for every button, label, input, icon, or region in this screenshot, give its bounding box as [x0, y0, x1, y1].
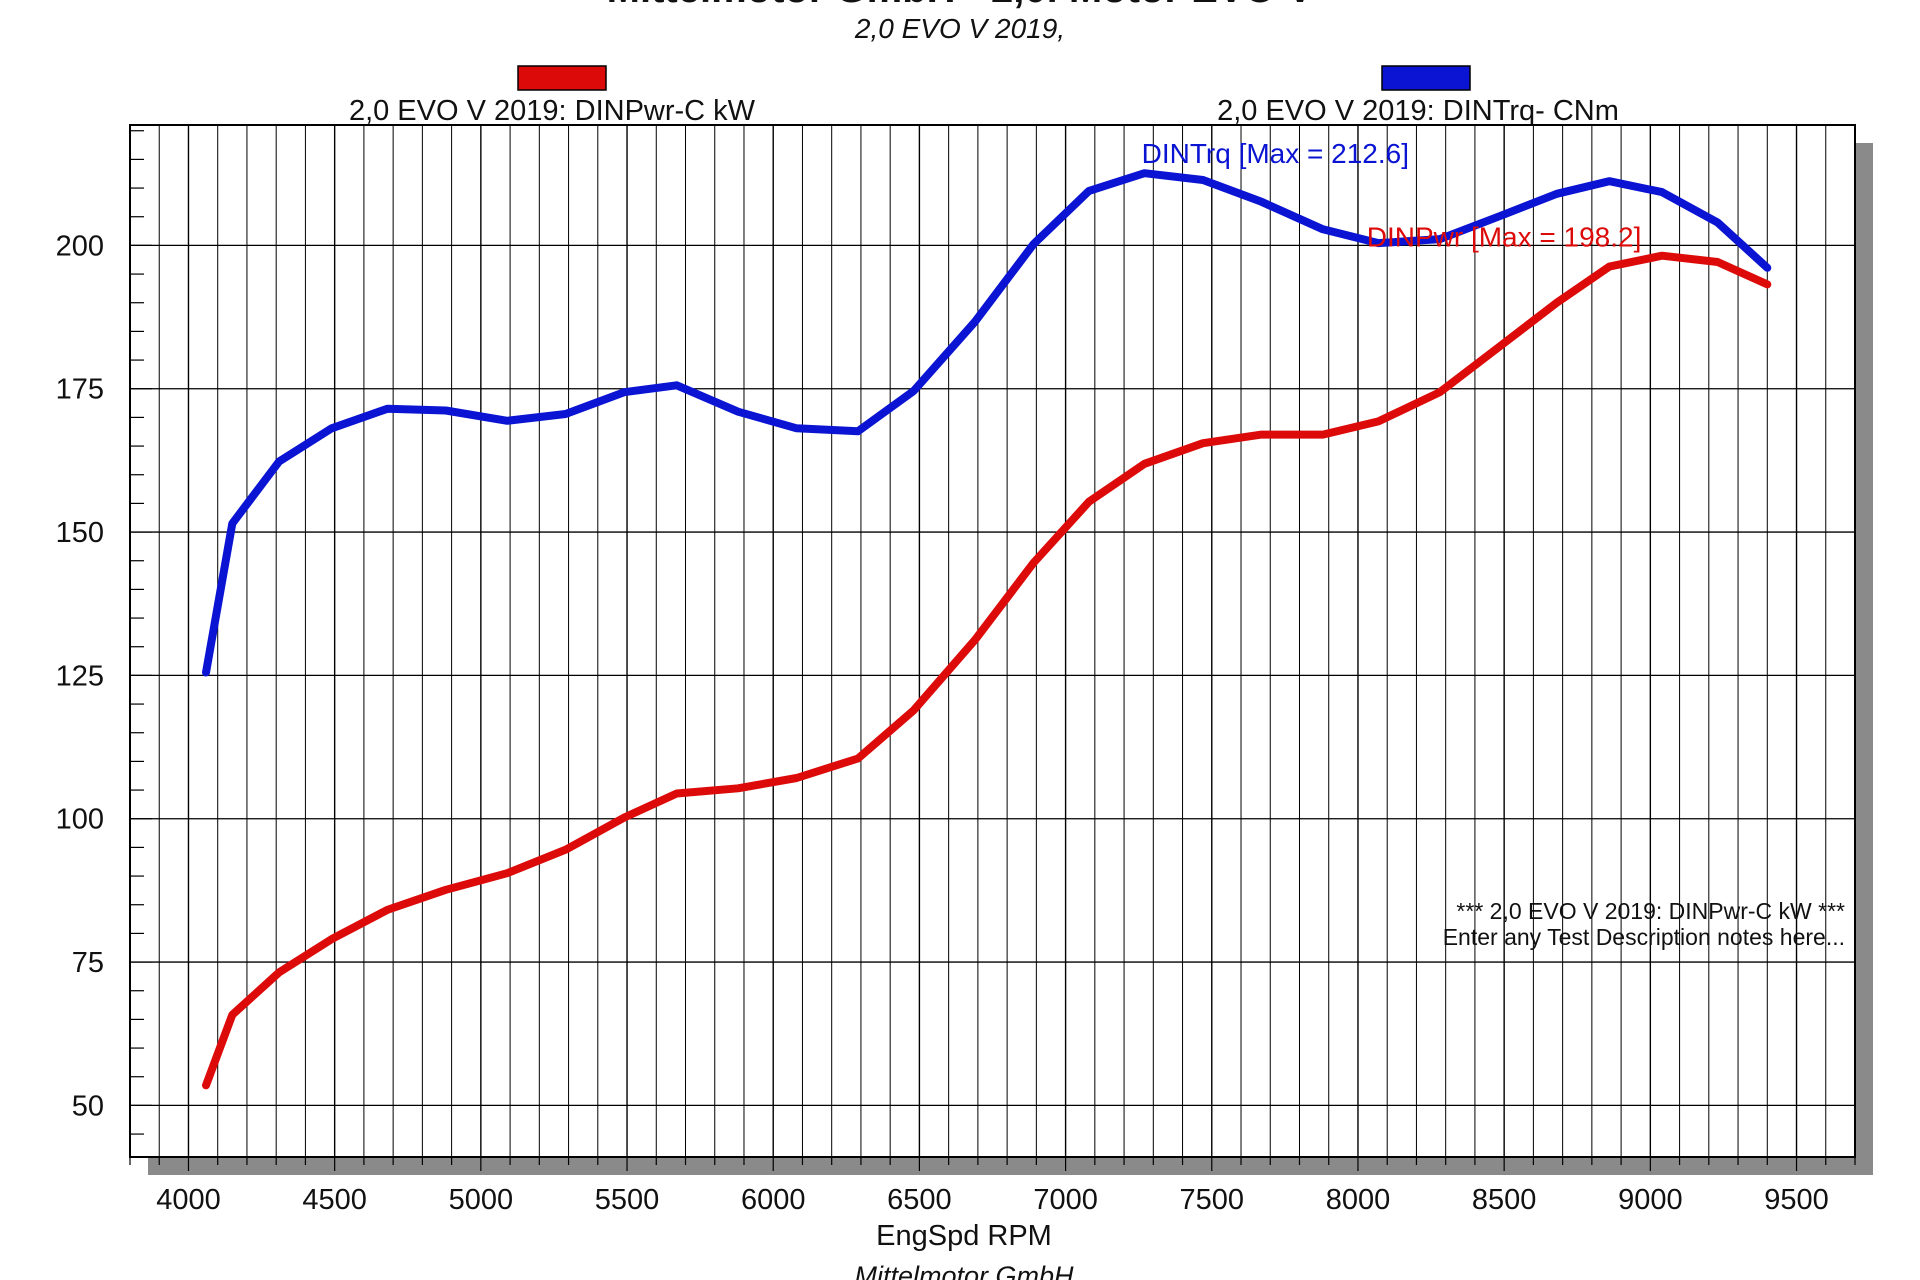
grid [129, 125, 1855, 1157]
x-tick-label: 9000 [1618, 1184, 1683, 1216]
x-tick-label: 5500 [595, 1184, 660, 1216]
x-tick-label: 8000 [1326, 1184, 1391, 1216]
legend: 2,0 EVO V 2019: DINPwr-C kW 2,0 EVO V 20… [349, 65, 1619, 127]
x-tick-label: 4000 [156, 1184, 221, 1216]
max-annotation-torque: DINTrq [Max = 212.6] [1142, 138, 1409, 169]
y-tick-label: 50 [72, 1090, 104, 1122]
y-axis: 50 75 100 125 150 175 200 [56, 130, 152, 1135]
y-tick-label: 75 [72, 947, 104, 979]
series-layer: DINPwr [Max = 198.2] DINTrq [Max = 212.6] [202, 138, 1772, 1090]
series-line-torque [202, 169, 1772, 677]
max-annotation-power: DINPwr [Max = 198.2] [1367, 222, 1642, 253]
x-tick-label: 6500 [887, 1184, 952, 1216]
x-tick-label: 5000 [449, 1184, 514, 1216]
x-tick-label: 9500 [1764, 1184, 1829, 1216]
test-note-line-2: Enter any Test Description notes here... [1443, 924, 1845, 950]
legend-swatch-torque [1381, 65, 1471, 91]
y-tick-label: 150 [56, 517, 104, 549]
x-axis: 4000 4500 5000 5500 6000 6500 7000 7500 8000 8500… [129, 1157, 1856, 1216]
x-tick-label: 6000 [741, 1184, 806, 1216]
y-tick-label: 100 [56, 804, 104, 836]
chart-subtitle: 2,0 EVO V 2019, [854, 13, 1065, 44]
series-line-power [202, 251, 1772, 1090]
legend-label-torque: 2,0 EVO V 2019: DINTrq- CNm [1217, 95, 1619, 127]
y-tick-label: 200 [56, 230, 104, 262]
legend-swatch-power [517, 65, 607, 91]
x-tick-label: 7500 [1180, 1184, 1245, 1216]
test-note-line-1: *** 2,0 EVO V 2019: DINPwr-C kW *** [1456, 898, 1845, 924]
footer-caption: Mittelmotor GmbH [854, 1261, 1074, 1280]
x-tick-label: 7000 [1033, 1184, 1098, 1216]
chart-title: Mittelmotor GmbH - 2,0l Motor EVO V [607, 0, 1314, 11]
y-tick-label: 175 [56, 374, 104, 406]
x-tick-label: 8500 [1472, 1184, 1537, 1216]
legend-label-power: 2,0 EVO V 2019: DINPwr-C kW [349, 95, 756, 127]
x-tick-label: 4500 [302, 1184, 367, 1216]
y-tick-label: 125 [56, 660, 104, 692]
x-axis-label: EngSpd RPM [876, 1220, 1052, 1252]
